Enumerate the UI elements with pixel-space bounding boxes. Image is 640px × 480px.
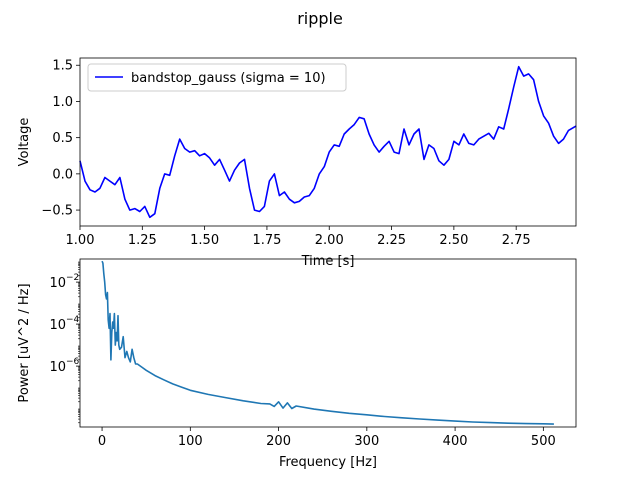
voltage-ytick-label: 0.0 [52,167,73,182]
power-ytick-label: 10 [49,318,66,333]
power-plot-lines [101,260,554,425]
power-xlabel: Frequency [Hz] [279,455,377,470]
voltage-ylabel: Voltage [17,118,32,167]
power-xtick-label: 300 [354,434,379,449]
power-series-line [101,260,554,425]
voltage-ytick-label: 1.0 [52,95,73,110]
figure-title: ripple [297,9,343,28]
legend-label: bandstop_gauss (sigma = 10) [131,71,326,86]
power-xtick-label: 400 [443,434,468,449]
power-ytick-label: 10 [49,276,66,291]
voltage-plot-lines [79,65,577,219]
voltage-series-line [79,65,577,219]
voltage-plot-frame [79,57,577,227]
voltage-plot: 1.00 1.25 1.50 1.75 2.00 2.25 2.50 2.75 −0.5 0.0 0… [17,57,577,269]
power-ytick-exponent: −4 [66,315,80,325]
voltage-plot-ticks: 1.00 1.25 1.50 1.75 2.00 2.25 2.50 2.75 −0.5 0.0 0… [41,59,530,248]
voltage-xtick-label: 1.75 [252,233,281,248]
power-ytick-label: 10 [49,360,66,375]
legend: bandstop_gauss (sigma = 10) [87,63,347,92]
voltage-ytick-label: 0.5 [52,131,73,146]
power-plot-frame [79,258,577,428]
voltage-xtick-label: 2.75 [502,233,531,248]
voltage-xlabel: Time [s] [301,254,355,269]
voltage-xtick-label: 1.25 [128,233,157,248]
power-xtick-label: 500 [531,434,556,449]
voltage-xtick-label: 2.50 [439,233,468,248]
power-xtick-label: 200 [266,434,291,449]
voltage-ytick-label: −0.5 [41,204,73,219]
voltage-xtick-label: 2.25 [377,233,406,248]
power-ytick-exponent: −2 [66,273,79,283]
power-xtick-label: 100 [178,434,203,449]
voltage-xtick-label: 1.50 [190,233,219,248]
power-ytick-exponent: −6 [66,357,80,367]
legend-box [87,63,347,92]
power-ylabel: Power [uV^2 / Hz] [17,283,32,402]
voltage-xtick-label: 1.00 [66,233,95,248]
voltage-ytick-label: 1.5 [52,59,73,74]
voltage-xtick-label: 2.00 [315,233,344,248]
power-xtick-label: 0 [98,434,106,449]
